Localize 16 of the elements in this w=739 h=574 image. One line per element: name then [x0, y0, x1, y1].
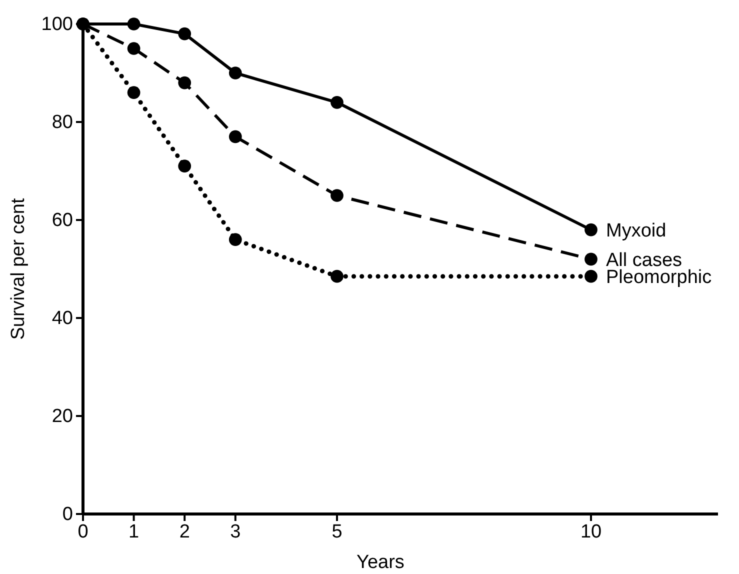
y-tick-label: 20 [52, 406, 73, 428]
y-tick-label: 0 [62, 504, 73, 526]
x-tick-label: 2 [179, 521, 190, 542]
x-tick-label: 3 [230, 521, 241, 542]
y-tick-label: 40 [52, 308, 73, 330]
x-tick-label: 0 [78, 521, 88, 542]
x-tick-label: 10 [580, 521, 602, 542]
y-axis-title: Survival per cent [8, 198, 29, 340]
x-tick-label: 5 [332, 521, 342, 542]
y-tick-label: 80 [52, 112, 73, 134]
series-label: Myxoid [606, 220, 666, 242]
y-tick-label: 100 [41, 14, 73, 36]
x-tick-label: 1 [128, 521, 140, 542]
y-tick-label: 60 [52, 210, 73, 232]
series-label: Pleomorphic [606, 267, 712, 288]
x-axis-title: Years [356, 552, 404, 573]
